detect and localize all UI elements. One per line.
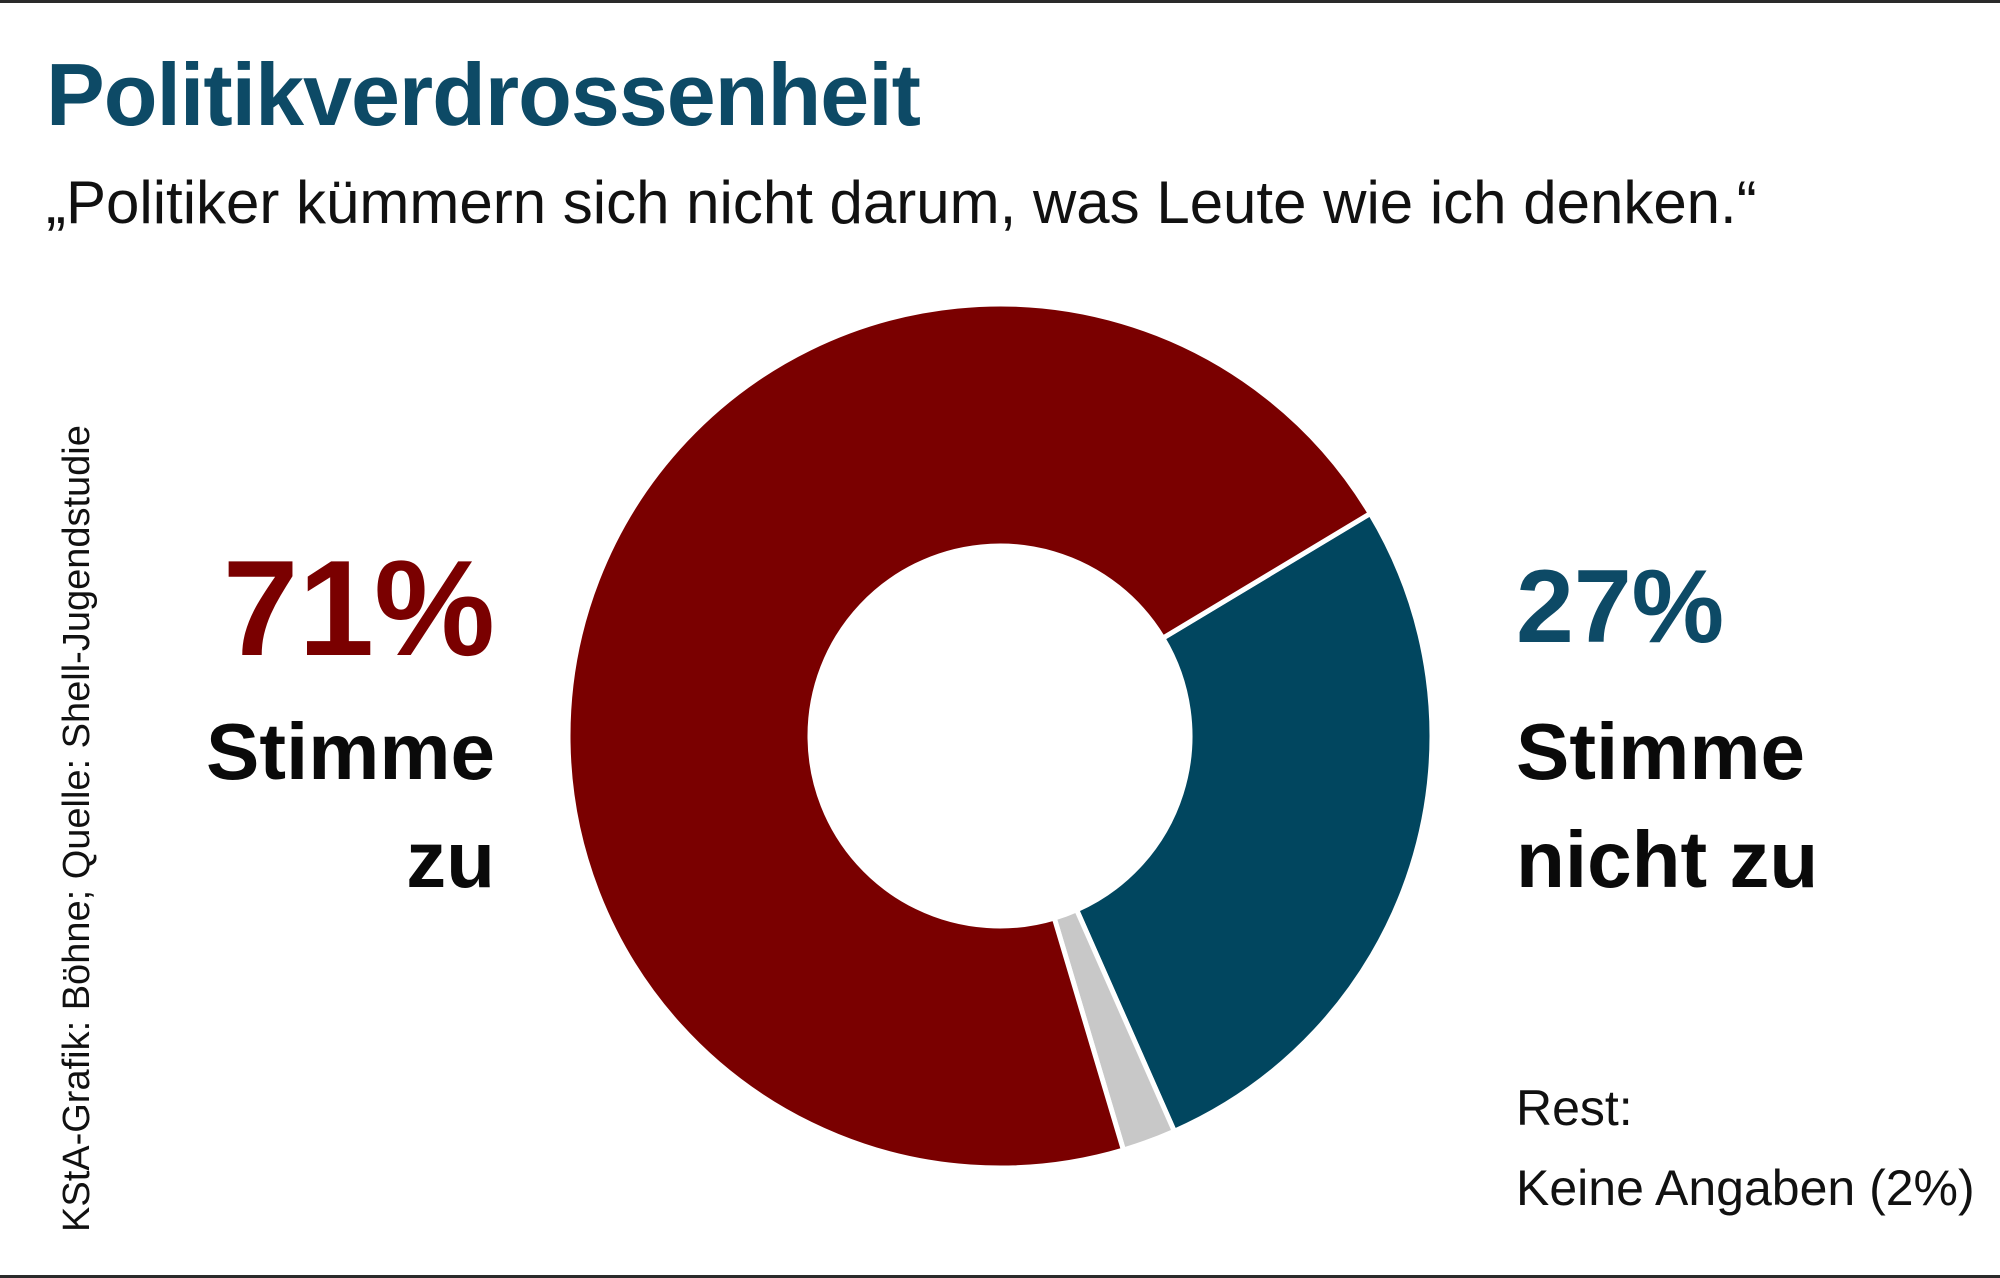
agree-label-line-2: zu bbox=[406, 815, 495, 904]
agree-percentage: 71% bbox=[222, 532, 495, 684]
rest-note-line-1: Rest: bbox=[1516, 1080, 1633, 1136]
donut-slices bbox=[565, 301, 1435, 1171]
agree-label-line-1: Stimme bbox=[206, 707, 495, 796]
agree-label: Stimme zu bbox=[206, 698, 495, 914]
disagree-percentage: 27% bbox=[1516, 549, 1725, 665]
chart-subtitle: „Politiker kümmern sich nicht darum, was… bbox=[46, 169, 1757, 236]
rest-note-line-2: Keine Angaben (2%) bbox=[1516, 1160, 1975, 1216]
disagree-label-line-1: Stimme bbox=[1516, 707, 1805, 796]
chart-title: Politikverdrossenheit bbox=[46, 45, 921, 144]
rest-note: Rest: Keine Angaben (2%) bbox=[1516, 1068, 1975, 1228]
disagree-label-line-2: nicht zu bbox=[1516, 815, 1819, 904]
disagree-label: Stimme nicht zu bbox=[1516, 698, 1818, 914]
slice-stimme-nicht-zu bbox=[1074, 511, 1435, 1134]
slice-stimme-zu bbox=[565, 301, 1373, 1171]
